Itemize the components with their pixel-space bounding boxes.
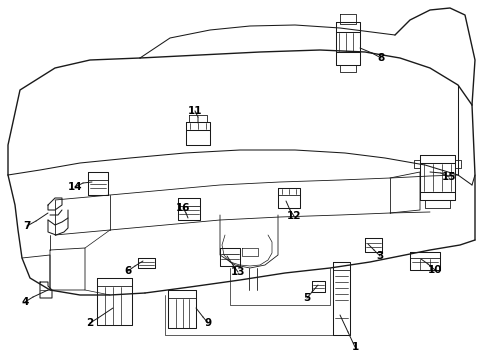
Text: 2: 2 [86,318,93,328]
Text: 6: 6 [124,266,131,276]
Text: 13: 13 [230,267,245,277]
Text: 1: 1 [351,342,358,352]
Text: 7: 7 [23,221,31,231]
Text: 8: 8 [377,53,384,63]
Text: 5: 5 [303,293,310,303]
Text: 16: 16 [175,203,190,213]
Text: 15: 15 [441,172,455,182]
Text: 14: 14 [67,182,82,192]
Text: 9: 9 [204,318,211,328]
Text: 4: 4 [21,297,29,307]
Text: 11: 11 [187,106,202,116]
Text: 10: 10 [427,265,441,275]
Text: 3: 3 [376,251,383,261]
Text: 12: 12 [286,211,301,221]
